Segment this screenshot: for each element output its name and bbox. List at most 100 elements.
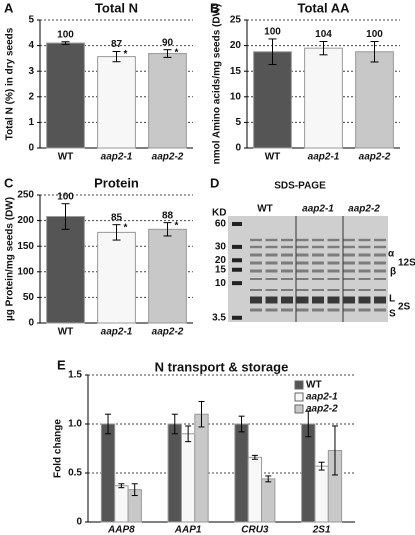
gel-band [343, 261, 355, 265]
error-bar [163, 222, 172, 237]
y-tick-label: 250 [17, 190, 34, 201]
gel-band [312, 253, 324, 257]
gel-band [327, 278, 340, 280]
bar [234, 423, 249, 523]
gel-band [250, 308, 262, 312]
bar [148, 53, 187, 149]
y-tick-label: 0 [28, 143, 34, 154]
panel-letter: E [57, 357, 66, 372]
error-bar [61, 203, 70, 230]
y-tick-label: 0 [76, 517, 82, 528]
significance-mark: * [124, 222, 128, 233]
gel-band [327, 245, 340, 249]
gel-band [281, 308, 293, 312]
y-tick-label: 2 [28, 91, 34, 102]
gel-band [250, 245, 262, 249]
panel-title: N transport & storage [155, 359, 289, 374]
y-tick-label: 100 [17, 266, 34, 277]
gel-band [265, 278, 278, 280]
x-tick-label: AAP8 [107, 525, 135, 535]
gel-band [265, 261, 278, 265]
band-label: S [389, 309, 396, 320]
gel-band [374, 296, 386, 304]
gel-band [296, 296, 309, 304]
band-label: α [388, 249, 395, 260]
gel-band [374, 289, 386, 291]
band-label: 12S [398, 258, 415, 269]
gel-band [358, 289, 371, 291]
ladder-band [232, 244, 242, 249]
gel-band [343, 269, 355, 273]
gel-band [343, 253, 355, 257]
y-tick-label: 50 [23, 292, 35, 303]
bar [97, 56, 136, 149]
panel-title: Total AA [298, 0, 351, 15]
bar [167, 423, 182, 523]
error-bar [112, 50, 121, 63]
y-tick-label: 5 [28, 15, 34, 26]
relative-value-label: 100 [57, 29, 74, 40]
gel-band [312, 238, 324, 242]
gel-band [281, 289, 293, 291]
ladder-band [232, 222, 242, 226]
error-bar [370, 41, 379, 63]
ladder-band [232, 281, 242, 286]
gel-band [265, 269, 278, 273]
gel-band [281, 278, 293, 280]
gel-band [312, 261, 324, 265]
gel-band [250, 253, 262, 257]
error-bar [61, 41, 70, 45]
gel-band [250, 296, 262, 304]
y-tick-label: 1.0 [68, 419, 82, 430]
gel-band [374, 278, 386, 280]
gel-band [265, 296, 278, 304]
gel-band [358, 269, 371, 273]
error-bar [265, 475, 272, 483]
lane-label: aap2-2 [348, 204, 380, 215]
ladder-label: 20 [215, 255, 227, 266]
error-bar [268, 38, 277, 66]
gel-band [296, 308, 309, 312]
gel [228, 216, 388, 322]
ladder-band [232, 267, 242, 272]
gel-band [374, 269, 386, 273]
panel-title: SDS-PAGE [274, 181, 326, 192]
x-tick-label: aap2-1 [101, 152, 133, 163]
bar [261, 478, 276, 523]
gel-band [312, 296, 324, 304]
legend-label: aap2-2 [306, 404, 338, 415]
bar [253, 51, 292, 149]
relative-value-label: 100 [57, 191, 74, 202]
panel-letter: B [210, 0, 219, 15]
ladder-unit: KD [212, 208, 226, 219]
legend-swatch [294, 392, 304, 402]
error-bar [118, 483, 125, 489]
y-axis-label: nmol Amino acids/mg seeds (DW) [212, 4, 223, 165]
relative-value-label: 100 [264, 27, 281, 38]
y-tick-label: 0 [28, 318, 34, 329]
gel-band [312, 245, 324, 249]
error-bar [112, 224, 121, 241]
band-label: 2S [398, 302, 411, 313]
error-bar [185, 425, 192, 443]
gel-band [358, 278, 371, 280]
gel-band [312, 308, 324, 312]
panel-title: Total N [95, 0, 138, 15]
relative-value-label: 85 [111, 212, 123, 223]
gel-band [358, 238, 371, 242]
gel-band [327, 253, 340, 257]
error-bar [305, 410, 312, 438]
error-bar [331, 425, 338, 476]
gel-band [327, 261, 340, 265]
error-bar [318, 461, 325, 471]
gel-band [374, 261, 386, 265]
bar [304, 47, 343, 149]
gel-band [296, 238, 309, 242]
lane-label: WT [257, 204, 273, 215]
x-tick-label: aap2-1 [101, 327, 133, 338]
bar [97, 231, 136, 324]
gel-band [327, 289, 340, 291]
significance-mark: * [175, 47, 179, 58]
gel-band [374, 253, 386, 257]
y-tick-label: 0.5 [68, 468, 82, 479]
